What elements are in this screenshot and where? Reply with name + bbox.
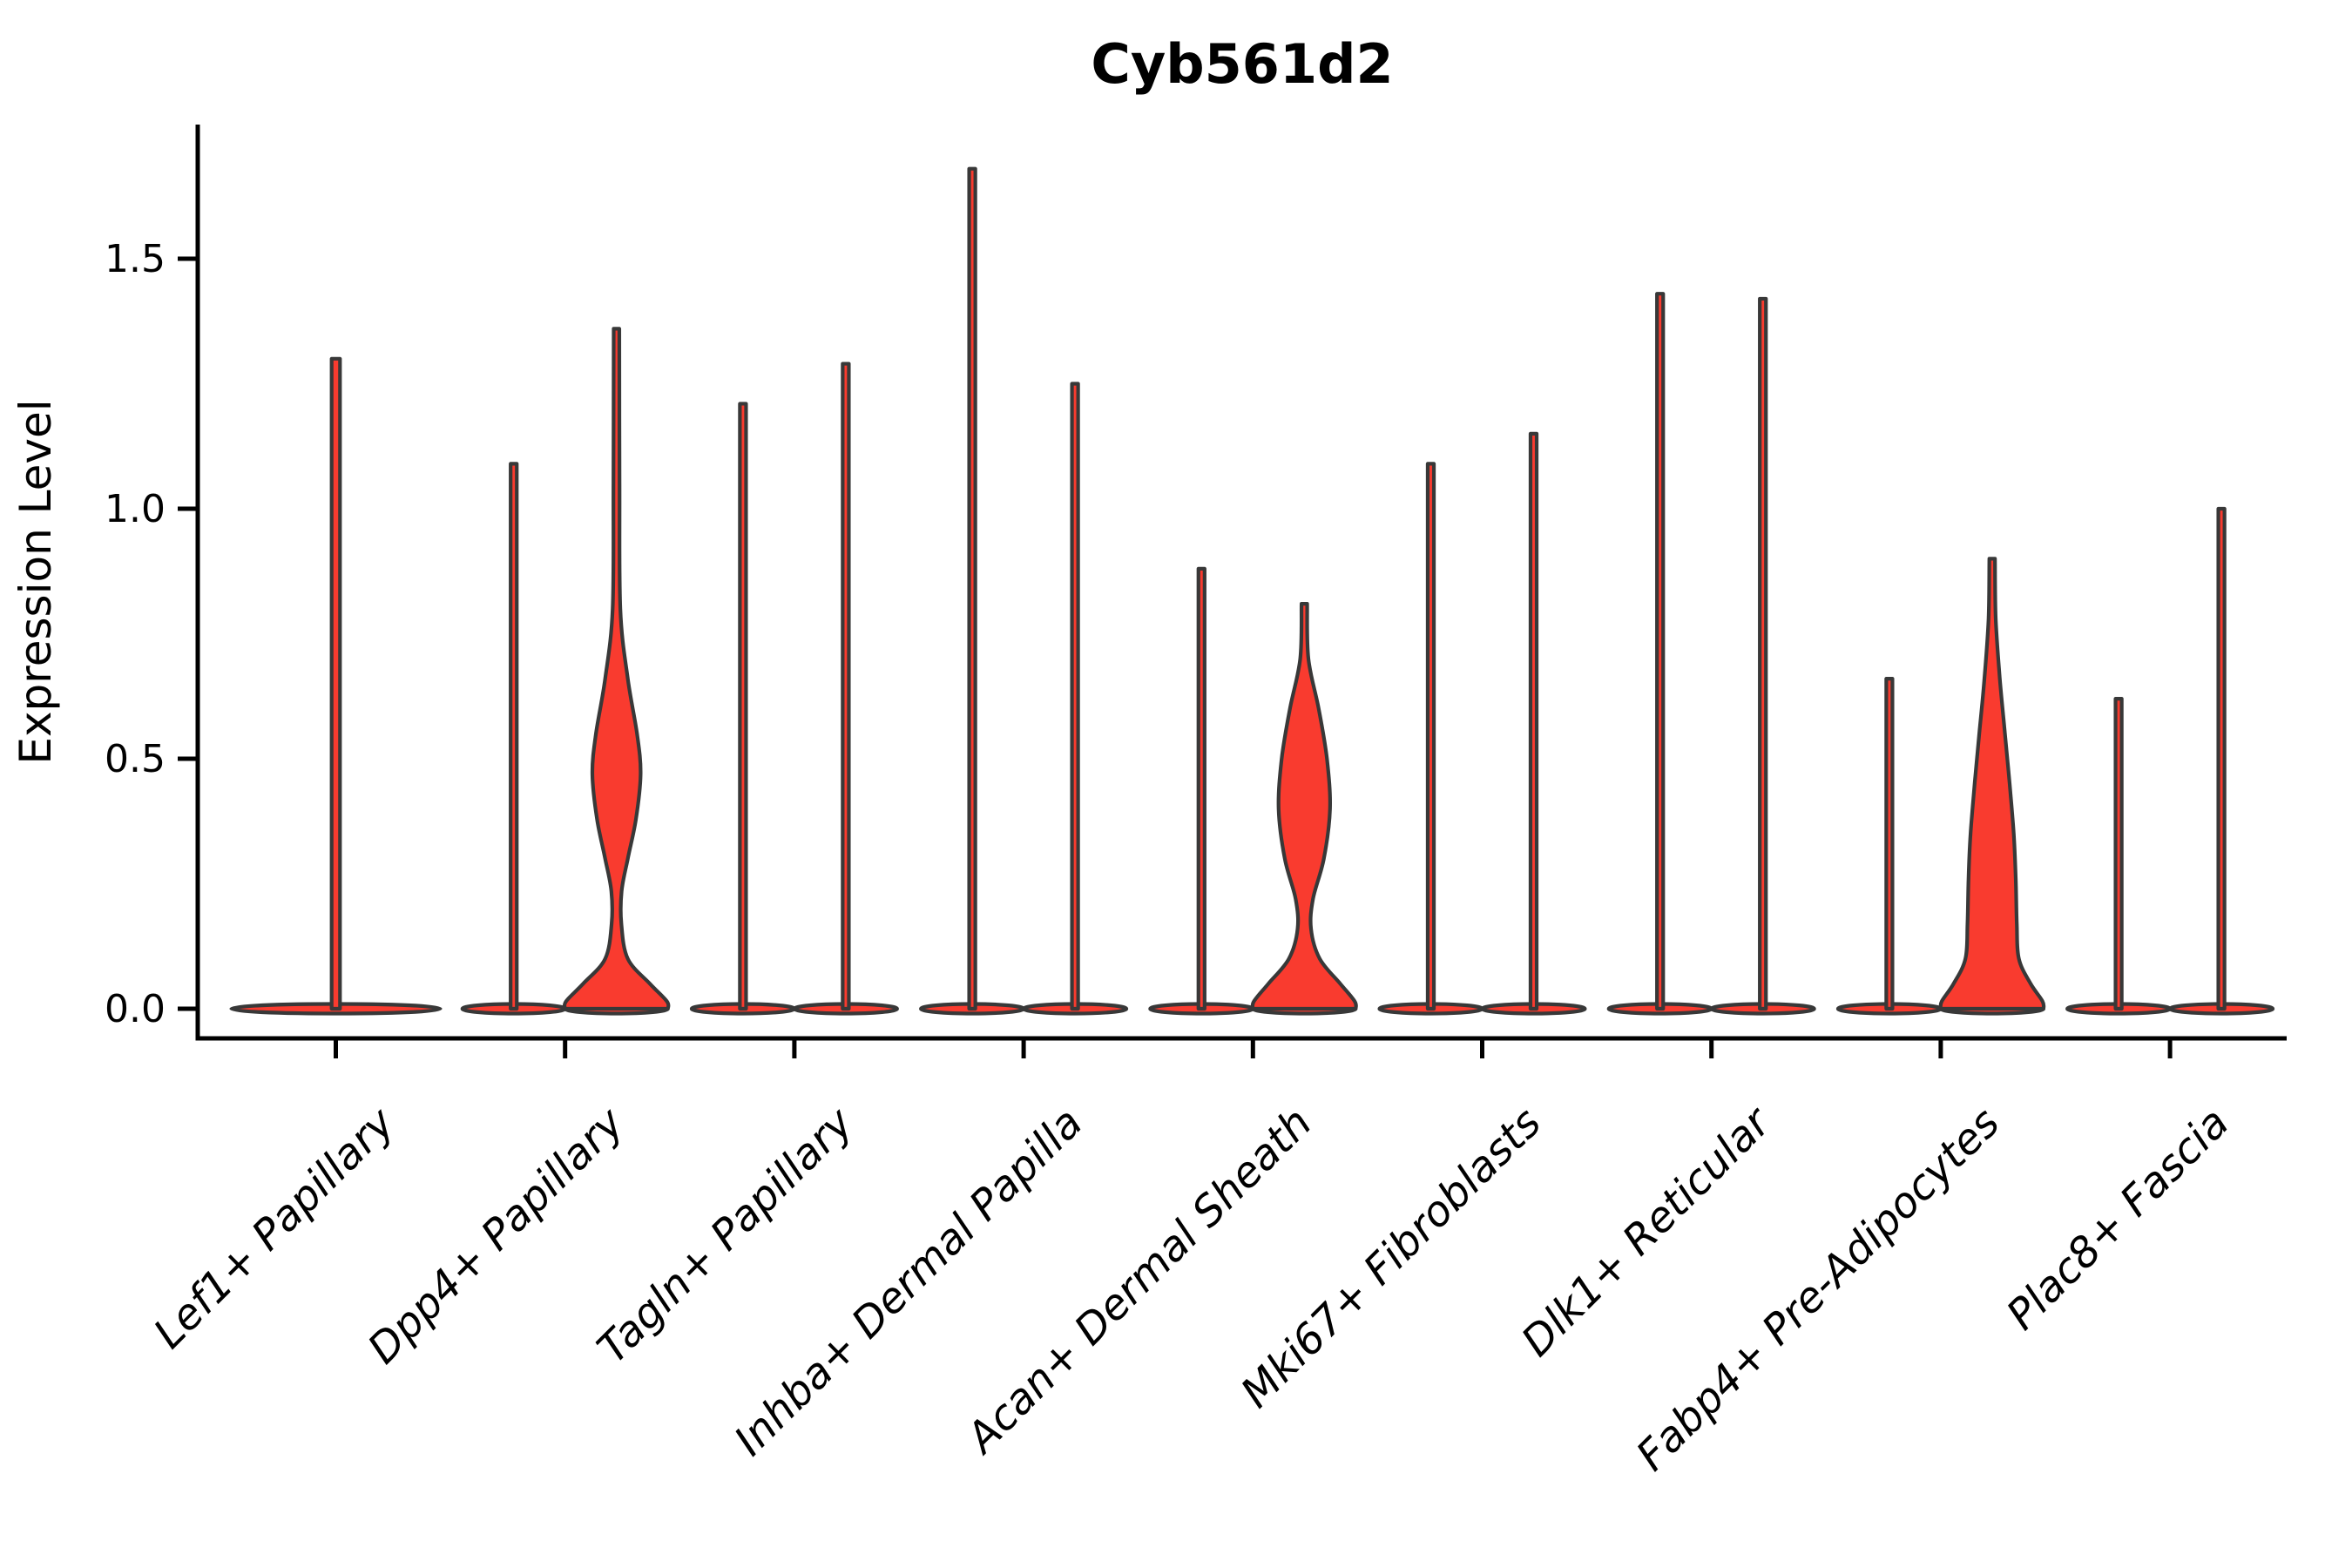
y-tick-label: 1.0 <box>105 487 166 531</box>
y-tick-label: 0.0 <box>105 987 166 1031</box>
x-tick-label: Tagln+ Papillary <box>588 1098 863 1373</box>
violin-body <box>1528 431 1539 1011</box>
violin-body <box>329 356 342 1011</box>
x-tick-label: Fabp4+ Pre-Adipocytes <box>1627 1098 2010 1481</box>
violin-body <box>1758 296 1768 1011</box>
violin-plac8-fascia-right <box>2168 506 2275 1016</box>
violin-fabp4-pre-adipocytes-right <box>1938 557 2046 1016</box>
violin-body <box>1884 677 1895 1011</box>
x-tick-label: Lef1+ Papillary <box>145 1098 405 1358</box>
violin-body <box>1938 557 2046 1011</box>
violin-body <box>1425 462 1436 1011</box>
violin-mki67-fibroblasts-right <box>1480 431 1587 1016</box>
violin-body <box>738 402 748 1011</box>
violin-body <box>841 362 851 1011</box>
x-tick-label: Plac8+ Fascia <box>1997 1098 2239 1340</box>
violin-plac8-fascia-left <box>2065 697 2173 1016</box>
violin-tagln-papillary-left <box>689 402 797 1016</box>
violin-mki67-fibroblasts-left <box>1377 462 1484 1016</box>
violin-body <box>2113 697 2124 1011</box>
violin-acan-dermal-sheath-right <box>1250 601 1358 1016</box>
violin-body <box>2216 506 2227 1011</box>
violin-inhba-dermal-papilla-left <box>918 166 1026 1016</box>
chart-title: Cyb561d2 <box>1091 32 1393 96</box>
violin-body <box>562 327 671 1011</box>
violin-acan-dermal-sheath-left <box>1148 566 1255 1016</box>
violins-layer <box>229 166 2275 1016</box>
violin-dlk1-reticular-left <box>1606 292 1713 1016</box>
violin-dlk1-reticular-right <box>1709 296 1816 1016</box>
violin-body <box>1196 566 1206 1011</box>
y-axis-label: Expression Level <box>10 399 61 764</box>
violin-body <box>1250 601 1358 1011</box>
violin-tagln-papillary-right <box>792 362 900 1016</box>
y-tick-label: 1.5 <box>105 237 166 281</box>
y-tick-label: 0.5 <box>105 737 166 781</box>
x-tick-label: Dlk1+ Reticular <box>1512 1097 1782 1367</box>
violin-body <box>967 166 977 1011</box>
violin-dpp4-papillary-left <box>460 462 567 1016</box>
axes-layer <box>178 125 2287 1058</box>
violin-inhba-dermal-papilla-right <box>1021 382 1129 1016</box>
violin-body <box>509 462 519 1011</box>
violin-body <box>1070 382 1080 1011</box>
violin-dpp4-papillary-right <box>562 327 671 1016</box>
violin-lef1-papillary-full <box>229 356 443 1016</box>
violin-body <box>1655 292 1666 1011</box>
violin-fabp4-pre-adipocytes-left <box>1835 677 1943 1016</box>
x-tick-label: Dpp4+ Papillary <box>359 1098 634 1373</box>
